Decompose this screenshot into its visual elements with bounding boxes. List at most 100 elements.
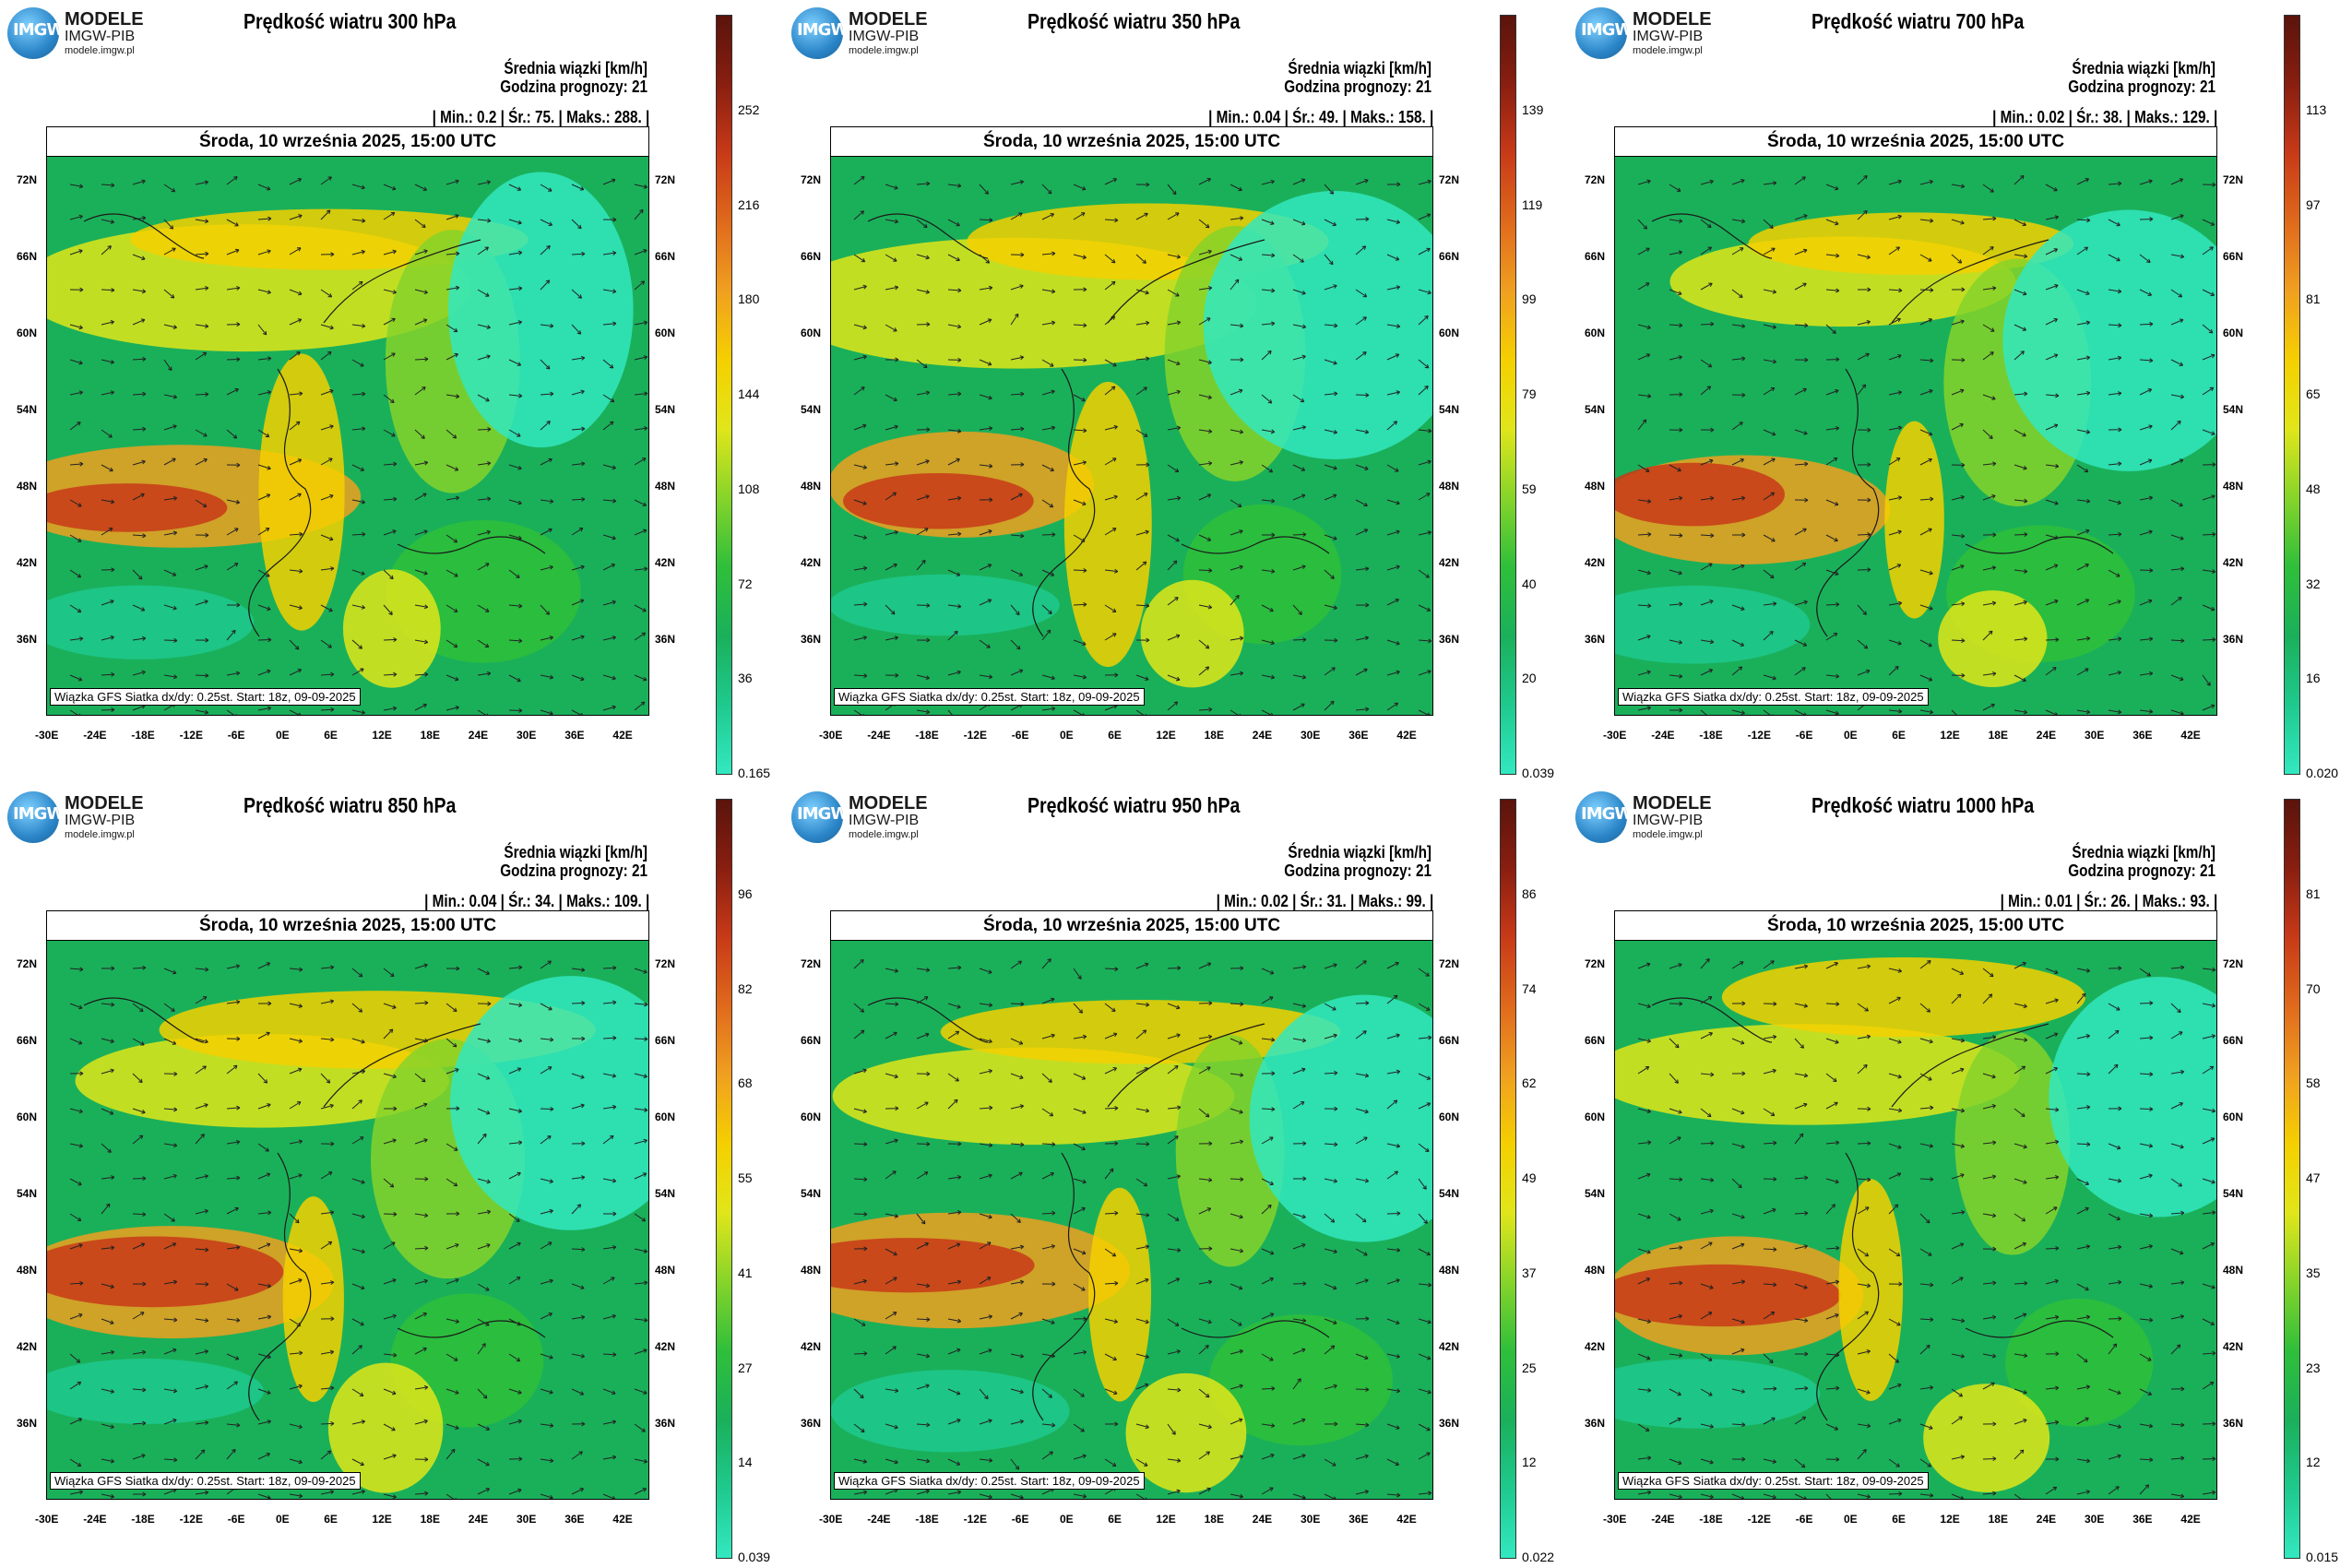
wind-arrow bbox=[226, 965, 240, 969]
latitude-label: 72N bbox=[655, 957, 676, 970]
wind-arrow-head bbox=[233, 563, 239, 567]
wind-arrow bbox=[1418, 493, 1431, 501]
wind-arrow bbox=[2202, 1108, 2215, 1112]
wind-arrow bbox=[101, 1038, 114, 1042]
wind-arrow-head bbox=[1145, 714, 1146, 715]
wind-arrow-head bbox=[2085, 429, 2091, 434]
wind-arrow-head bbox=[172, 530, 178, 536]
wind-arrow-head bbox=[1048, 1394, 1052, 1398]
wind-arrow bbox=[1229, 1493, 1243, 1498]
wind-arrow-head bbox=[1080, 1393, 1085, 1397]
wind-arrow bbox=[1669, 1353, 1682, 1357]
wind-arrow bbox=[508, 1242, 521, 1250]
wind-arrow-head bbox=[454, 467, 459, 471]
wind-arrow-head bbox=[1927, 960, 1931, 965]
wind-arrow bbox=[2013, 1065, 2025, 1075]
wind-arrow bbox=[257, 493, 270, 501]
wind-arrow bbox=[1731, 961, 1744, 969]
wind-arrow bbox=[2045, 1141, 2059, 1145]
wind-arrow bbox=[1637, 180, 1651, 185]
longitude-label: 0E bbox=[1844, 729, 1858, 742]
wind-arrow-head bbox=[234, 1206, 239, 1212]
wind-arrow-head bbox=[1803, 1318, 1809, 1324]
wind-arrow-head bbox=[1866, 1494, 1871, 1499]
forecast-hour: Godzina prognozy: 21 bbox=[1284, 77, 1431, 96]
wind-arrow-head bbox=[1365, 602, 1370, 608]
wind-arrow-head bbox=[1929, 1385, 1934, 1390]
wind-arrow bbox=[1292, 464, 1305, 471]
wind-arrow bbox=[1888, 564, 1901, 571]
wind-arrow bbox=[1857, 175, 1868, 185]
wind-arrow-head bbox=[110, 320, 114, 325]
wind-arrow bbox=[414, 1038, 428, 1042]
wind-arrow bbox=[132, 1134, 144, 1145]
wind-arrow bbox=[289, 392, 303, 396]
wind-arrow-head bbox=[1709, 639, 1715, 645]
wind-arrow bbox=[1637, 1318, 1651, 1323]
wind-arrow bbox=[195, 565, 208, 571]
wind-arrow-head bbox=[1426, 247, 1431, 253]
wind-arrow-head bbox=[298, 1139, 303, 1145]
wind-arrow bbox=[257, 1493, 271, 1499]
wind-arrow bbox=[540, 421, 551, 431]
longitude-label: 12E bbox=[1156, 1513, 1176, 1526]
wind-arrow bbox=[320, 1450, 332, 1460]
wind-arrow bbox=[195, 458, 208, 466]
wind-arrow-head bbox=[1329, 190, 1335, 195]
wind-arrow-head bbox=[1271, 1385, 1276, 1391]
wind-arrow bbox=[477, 246, 489, 255]
wind-arrow bbox=[320, 1073, 331, 1084]
wind-arrow bbox=[2076, 178, 2089, 185]
wind-arrow bbox=[2076, 499, 2090, 503]
wind-arrow bbox=[1292, 1243, 1306, 1250]
wind-arrow-head bbox=[485, 563, 490, 567]
wind-arrow bbox=[477, 1318, 490, 1326]
wind-arrow-head bbox=[895, 672, 899, 678]
wind-arrow bbox=[101, 289, 115, 291]
wind-arrow bbox=[2139, 1037, 2153, 1039]
wind-arrow-head bbox=[298, 712, 302, 715]
wind-arrow-head bbox=[895, 357, 899, 362]
wind-arrow bbox=[226, 629, 236, 641]
wind-arrow bbox=[1637, 1003, 1651, 1008]
colorbar-tick-label: 32 bbox=[2306, 576, 2321, 591]
wind-arrow-head bbox=[205, 967, 209, 972]
wind-arrow-head bbox=[609, 421, 614, 426]
wind-arrow bbox=[540, 1313, 552, 1320]
wind-arrow bbox=[1324, 1283, 1337, 1289]
wind-arrow-head bbox=[2054, 535, 2059, 540]
wind-map-panel-2: IMGW MODELE IMGW-PIB modele.imgw.pl Pręd… bbox=[784, 0, 1568, 784]
wind-arrow-head bbox=[1111, 258, 1116, 264]
wind-arrow-head bbox=[956, 1419, 961, 1423]
wind-arrow bbox=[2108, 289, 2121, 292]
wind-arrow bbox=[477, 1038, 491, 1042]
wind-arrow-head bbox=[517, 500, 522, 505]
wind-arrow-head bbox=[392, 529, 397, 534]
wind-arrow-head bbox=[895, 461, 899, 467]
wind-arrow bbox=[2045, 1316, 2059, 1320]
wind-arrow-head bbox=[2212, 967, 2216, 972]
wind-arrow bbox=[1794, 639, 1807, 647]
wind-arrow-head bbox=[957, 965, 962, 970]
wind-arrow bbox=[414, 429, 425, 439]
wind-arrow bbox=[947, 289, 961, 291]
wind-arrow-head bbox=[1113, 424, 1118, 430]
wind-arrow-head bbox=[295, 421, 301, 426]
wind-arrow bbox=[540, 393, 553, 396]
wind-arrow-head bbox=[1271, 532, 1276, 538]
wind-arrow-head bbox=[236, 1317, 241, 1323]
wind-arrow-head bbox=[1867, 462, 1871, 468]
wind-arrow-head bbox=[923, 996, 929, 1001]
wind-arrow bbox=[1763, 457, 1776, 466]
wind-arrow-head bbox=[518, 965, 523, 970]
wind-arrow-head bbox=[2021, 1065, 2026, 1071]
wind-arrow-head bbox=[2116, 1006, 2120, 1011]
wind-arrow-head bbox=[1240, 323, 1244, 328]
wind-arrow-head bbox=[2179, 458, 2184, 463]
wind-arrow-head bbox=[1804, 497, 1809, 503]
wind-arrow bbox=[1292, 1378, 1301, 1390]
wind-arrow bbox=[571, 219, 582, 230]
latitude-label: 36N bbox=[1585, 633, 1606, 646]
wind-arrow bbox=[1041, 998, 1055, 1004]
wind-arrow bbox=[1386, 1458, 1399, 1466]
